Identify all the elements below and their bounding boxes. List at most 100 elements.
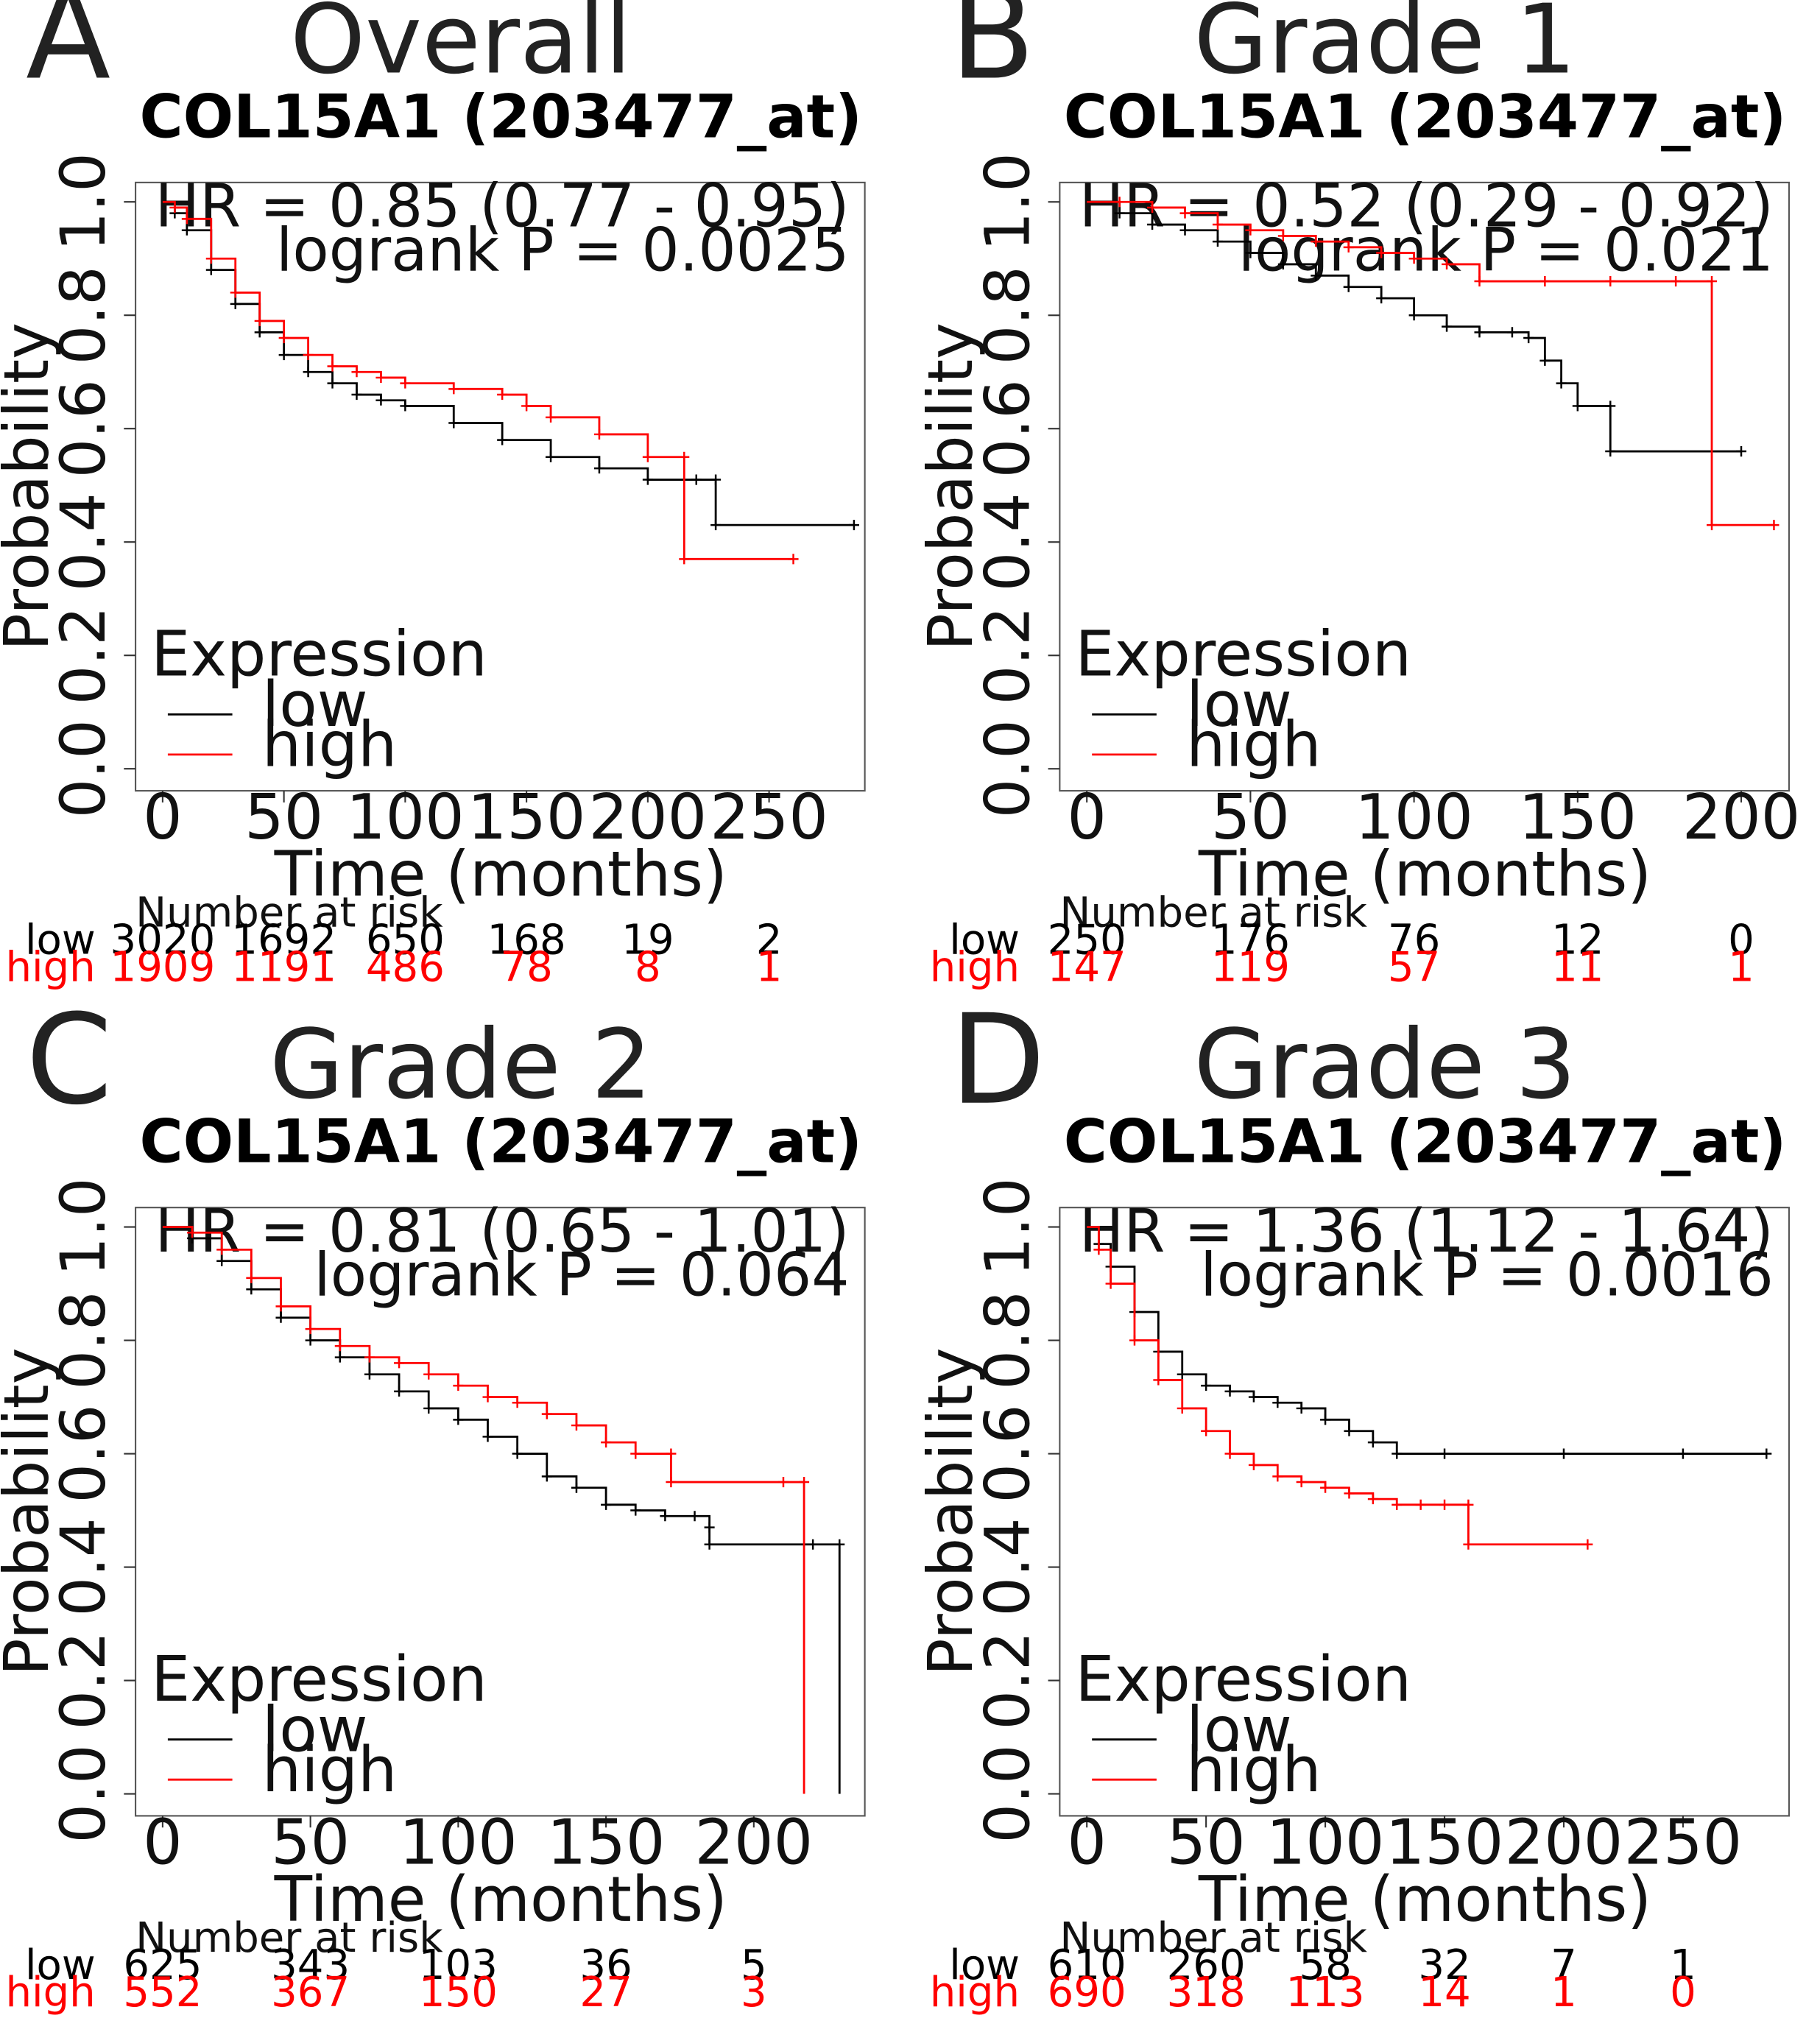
panel-d-censor-mark-high: [1224, 1448, 1235, 1459]
panel-b-censor-mark-low: [1343, 281, 1354, 292]
panel-d-ytick-label: 0.4: [971, 1517, 1043, 1616]
panel-a-censor-mark-high: [788, 554, 799, 565]
panel-d-ytick-label: 0.6: [971, 1404, 1043, 1503]
panel-a-censor-mark-high: [521, 401, 532, 412]
panel-a-risk-row-label-low: low: [25, 917, 96, 964]
panel-c-censor-mark-low: [305, 1335, 316, 1346]
panel-a-letter: A: [26, 0, 110, 107]
panel-d-xtick-label: 200: [1505, 1806, 1623, 1878]
panel-a-censor-mark-high: [679, 554, 690, 565]
panel-a-risk-value-low: 1692: [231, 917, 336, 964]
panel-d-ytick-label: 0.0: [971, 1744, 1043, 1843]
panel-c-censor-mark-high: [394, 1358, 405, 1369]
panel-d-censor-mark-high: [1153, 1375, 1164, 1386]
panel-d-logrank-p: logrank P = 0.0016: [1200, 1241, 1774, 1310]
panel-b-xtick-label: 100: [1355, 781, 1473, 853]
panel-b-censor-mark-high: [1671, 276, 1682, 287]
panel-c-ytick-label: 0.8: [47, 1291, 119, 1389]
panel-a-censor-mark-low: [351, 389, 362, 401]
panel-d-ytick-label: 1.0: [971, 1177, 1043, 1276]
panel-a-ytick-label: 0.0: [47, 719, 119, 818]
panel-b-censor-mark-high: [1147, 202, 1158, 213]
panel-d-censor-mark-low: [1344, 1425, 1355, 1436]
panel-b-risk-value-low: 12: [1551, 917, 1604, 964]
panel-b-legend-label-high: high: [1186, 709, 1321, 781]
panel-b-censor-mark-low: [1523, 333, 1534, 344]
panel-b-censor-mark-low: [1147, 219, 1158, 230]
panel-c-risk-value-low: 625: [123, 1941, 202, 1989]
panel-d-censor-mark-low: [1272, 1397, 1283, 1408]
panel-c-censor-mark-low: [364, 1369, 375, 1380]
panel-d-risk-value-low: 1: [1670, 1941, 1696, 1989]
panel-d-risk-row-label-high: high: [930, 1969, 1020, 2017]
panel-b-censor-mark-high: [1474, 276, 1485, 287]
panel-d-xtick-label: 50: [1167, 1806, 1246, 1878]
panel-b-censor-mark-low: [1474, 327, 1485, 338]
panel-c-censor-mark-low: [689, 1511, 700, 1522]
panel-a-legend-label-high: high: [262, 709, 397, 781]
panel-c-xtick-label: 100: [399, 1806, 518, 1878]
panel-d-censor-mark-high: [1296, 1477, 1307, 1488]
panel-a-risk-value-high: 1191: [231, 943, 336, 991]
panel-c-hr-text: HR = 0.81 (0.65 - 1.01): [155, 1197, 850, 1266]
panel-d-risk-value-high: 318: [1167, 1969, 1246, 2017]
panel-c-risk-value-high: 367: [271, 1969, 350, 2017]
panel-d-censor-mark-high: [1129, 1335, 1140, 1346]
panel-c-censor-mark-high: [246, 1272, 257, 1283]
panel-d-censor-mark-low: [1224, 1386, 1235, 1397]
panel-d-censor-mark-low: [1248, 1391, 1259, 1403]
panel-c-censor-mark-high: [334, 1341, 345, 1352]
panel-a-xtick-label: 200: [589, 781, 708, 853]
panel-c-risk-header: Number at risk: [135, 1914, 443, 1962]
panel-c-censor-mark-low: [246, 1284, 257, 1295]
panel-c-risk-row-label-low: low: [25, 1941, 96, 1989]
panel-a-censor-mark-high: [400, 378, 411, 389]
panel-b-letter: B: [950, 0, 1034, 107]
panel-d-censor-mark-low: [1558, 1448, 1569, 1459]
panel-a-censor-mark-low: [375, 395, 387, 406]
panel-b-censor-mark-low: [1179, 225, 1191, 236]
panel-a-censor-mark-low: [642, 474, 653, 485]
panel-d-censor-mark-low: [1201, 1380, 1212, 1391]
panel-b-ytick-label: 0.4: [971, 493, 1043, 591]
panel-b-xtick-label: 200: [1682, 781, 1801, 853]
panel-a-risk-header: Number at risk: [135, 889, 443, 937]
panel-b-censor-mark-low: [1311, 270, 1322, 281]
panel-c-risk-value-high: 552: [123, 1969, 202, 2017]
panel-a-censor-mark-high: [169, 202, 180, 213]
panel-c-risk-value-high: 27: [579, 1969, 632, 2017]
panel-c-censor-mark-low: [423, 1403, 434, 1414]
panel-c-xlabel: Time (months): [274, 1863, 727, 1936]
panel-b-censor-mark-low: [1556, 378, 1567, 389]
panel-c-ytick-label: 1.0: [47, 1177, 119, 1276]
panel-c-ylabel: Probability: [0, 1347, 63, 1676]
panel-a-risk-value-low: 3020: [110, 917, 216, 964]
panel-d-risk-value-low: 32: [1418, 1941, 1470, 1989]
panel-b-xlabel: Time (months): [1198, 838, 1651, 910]
panel-c-legend-label-high: high: [262, 1734, 397, 1806]
panel-a-censor-mark-high: [181, 214, 192, 225]
panel-b-ylabel: Probability: [914, 322, 987, 651]
panel-b-ytick-label: 0.0: [971, 719, 1043, 818]
panel-b-xtick-label: 0: [1067, 781, 1107, 853]
panel-a-censor-mark-high: [254, 315, 265, 326]
panel-d-censor-mark-low: [1320, 1414, 1331, 1425]
panel-a-censor-mark-low: [691, 474, 702, 485]
panel-a-censor-mark-low: [254, 327, 265, 338]
panel-a-risk-value-high: 1909: [110, 943, 216, 991]
panel-d-censor-mark-low: [1439, 1448, 1450, 1459]
panel-c-ytick-label: 0.6: [47, 1404, 119, 1503]
panel-d-xtick-label: 100: [1266, 1806, 1385, 1878]
panel-c-risk-value-low: 36: [579, 1941, 632, 1989]
panel-c-censor-mark-low: [216, 1255, 228, 1266]
panel-b-censor-mark-high: [1245, 225, 1256, 236]
panel-a-censor-mark-low: [848, 520, 859, 531]
panel-b-risk-value-high: 119: [1211, 943, 1290, 991]
panel-a-censor-mark-low: [230, 298, 241, 309]
panel-c-censor-mark-low: [601, 1499, 612, 1510]
panel-c-risk-value-low: 343: [271, 1941, 350, 1989]
panel-b-censor-mark-high: [1343, 241, 1354, 253]
panel-c-xtick-label: 0: [143, 1806, 183, 1878]
panel-c-risk-value-low: 103: [419, 1941, 498, 1989]
